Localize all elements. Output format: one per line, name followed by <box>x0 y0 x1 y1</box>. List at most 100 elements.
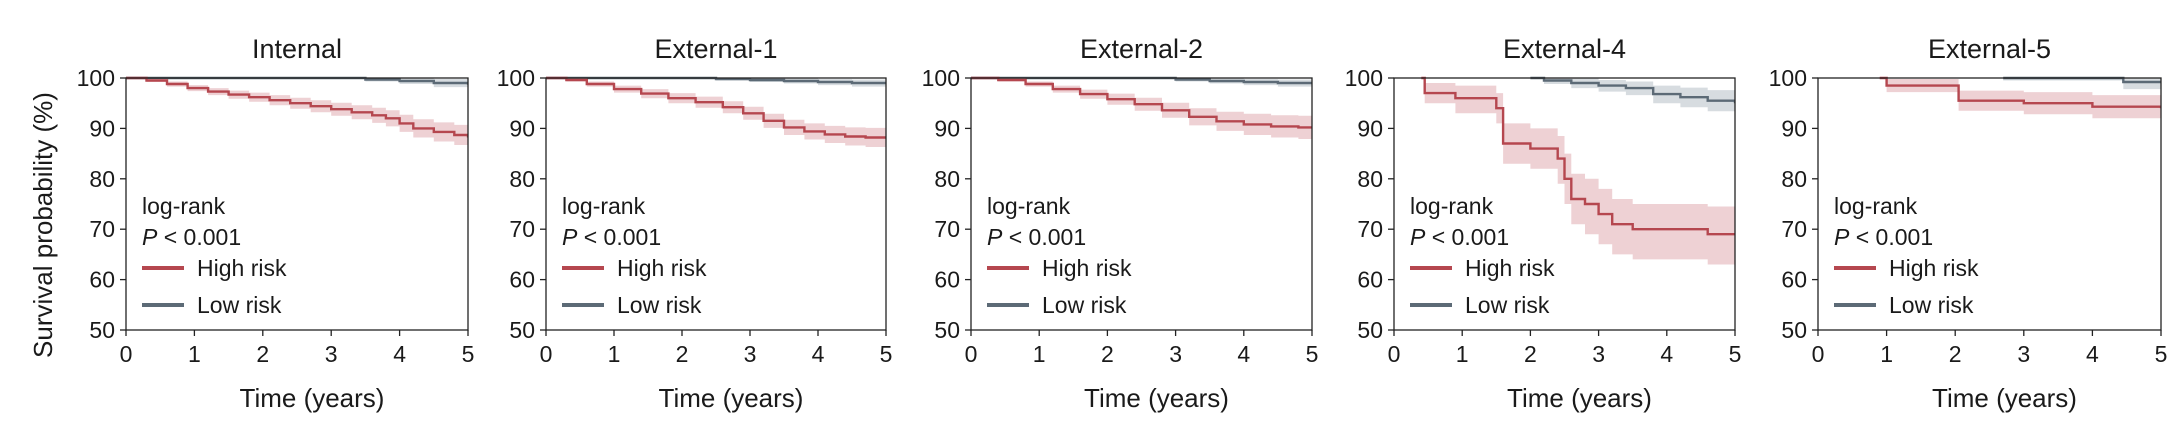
y-tick-label: 50 <box>1357 317 1383 343</box>
x-tick-label: 4 <box>393 341 406 367</box>
x-axis-label: Time (years) <box>240 383 385 413</box>
y-tick-label: 60 <box>934 267 960 293</box>
x-tick-label: 1 <box>608 341 621 367</box>
y-tick-label: 90 <box>1357 115 1383 141</box>
legend: High risk Low risk <box>562 255 707 318</box>
x-tick-label: 0 <box>965 341 978 367</box>
y-tick-label: 70 <box>934 216 960 242</box>
high-risk-survival-line <box>971 76 1312 129</box>
legend-label-high-risk: High risk <box>1465 255 1555 281</box>
p-value: < 0.001 <box>157 224 241 250</box>
x-axis-label: Time (years) <box>1507 383 1652 413</box>
low-risk-ci-band <box>126 78 468 90</box>
y-tick-label: 60 <box>1357 267 1383 293</box>
logrank-label: log-rank <box>1834 193 1918 219</box>
y-tick-label: 100 <box>77 65 115 91</box>
panel-title: External-5 <box>1928 34 2051 64</box>
plot-area <box>126 76 468 149</box>
legend-label-low-risk: Low risk <box>1042 292 1127 318</box>
plot-area <box>1879 76 2161 121</box>
y-tick-label: 90 <box>1781 115 1807 141</box>
logrank-label: log-rank <box>562 193 646 219</box>
high-risk-ci-band <box>126 78 468 149</box>
legend-label-low-risk: Low risk <box>1889 292 1974 318</box>
legend-label-low-risk: Low risk <box>617 292 702 318</box>
y-tick-label: 50 <box>1781 317 1807 343</box>
legend-label-high-risk: High risk <box>617 255 707 281</box>
legend-label-low-risk: Low risk <box>1465 292 1550 318</box>
logrank-label: log-rank <box>1410 193 1494 219</box>
p-value: < 0.001 <box>577 224 661 250</box>
x-tick-label: 3 <box>2017 341 2030 367</box>
x-axis-label: Time (years) <box>659 383 804 413</box>
high-risk-survival-line <box>1879 76 2161 109</box>
y-tick-label: 90 <box>934 115 960 141</box>
logrank-label: log-rank <box>142 193 226 219</box>
y-tick-label: 60 <box>1781 267 1807 293</box>
x-tick-label: 0 <box>1812 341 1825 367</box>
x-tick-label: 2 <box>1949 341 1962 367</box>
x-tick-label: 5 <box>1729 341 1742 367</box>
x-tick-label: 4 <box>1237 341 1250 367</box>
y-tick-label: 80 <box>1781 166 1807 192</box>
y-tick-label: 80 <box>1357 166 1383 192</box>
y-tick-label: 70 <box>509 216 535 242</box>
panel-title: External-4 <box>1503 34 1626 64</box>
legend: High risk Low risk <box>1834 255 1979 318</box>
legend: High risk Low risk <box>142 255 287 318</box>
x-tick-label: 0 <box>540 341 553 367</box>
high-risk-survival-line <box>546 76 886 139</box>
x-tick-label: 1 <box>188 341 201 367</box>
p-value-label: P < 0.001 <box>1834 224 1933 250</box>
legend-label-low-risk: Low risk <box>197 292 282 318</box>
x-tick-label: 1 <box>1456 341 1469 367</box>
x-tick-label: 3 <box>1169 341 1182 367</box>
x-tick-label: 3 <box>744 341 757 367</box>
y-tick-label: 100 <box>1769 65 1807 91</box>
y-tick-label: 80 <box>509 166 535 192</box>
x-tick-label: 3 <box>325 341 338 367</box>
p-symbol: P <box>562 224 578 250</box>
x-tick-label: 0 <box>1388 341 1401 367</box>
legend: High risk Low risk <box>987 255 1132 318</box>
panel-title: External-1 <box>654 34 777 64</box>
axes-frame <box>545 77 887 331</box>
p-value-label: P < 0.001 <box>142 224 241 250</box>
y-tick-label: 50 <box>509 317 535 343</box>
legend: High risk Low risk <box>1410 255 1555 318</box>
p-symbol: P <box>1834 224 1850 250</box>
p-value-label: P < 0.001 <box>1410 224 1509 250</box>
y-tick-label: 70 <box>89 216 115 242</box>
plot-area <box>971 76 1312 139</box>
p-value: < 0.001 <box>1002 224 1086 250</box>
x-tick-label: 1 <box>1880 341 1893 367</box>
panel-4: External-4 50 60 70 80 90 100 0 1 2 3 4 5 Time (years… <box>1345 34 1742 413</box>
legend-label-high-risk: High risk <box>1042 255 1132 281</box>
y-tick-label: 80 <box>89 166 115 192</box>
p-symbol: P <box>1410 224 1426 250</box>
high-risk-ci-band <box>971 78 1312 139</box>
y-tick-label: 70 <box>1357 216 1383 242</box>
x-tick-label: 4 <box>812 341 825 367</box>
y-tick-label: 80 <box>934 166 960 192</box>
high-risk-survival-line <box>126 76 468 138</box>
x-tick-label: 2 <box>676 341 689 367</box>
low-risk-ci-band <box>2003 78 2161 90</box>
p-value-label: P < 0.001 <box>562 224 661 250</box>
x-tick-label: 0 <box>120 341 133 367</box>
y-tick-label: 60 <box>89 267 115 293</box>
low-risk-ci-band <box>1530 78 1735 115</box>
x-tick-label: 5 <box>462 341 475 367</box>
high-risk-ci-band <box>546 78 886 149</box>
x-axis-label: Time (years) <box>1932 383 2077 413</box>
axes-frame <box>970 77 1313 331</box>
y-tick-label: 100 <box>922 65 960 91</box>
x-tick-label: 2 <box>256 341 269 367</box>
panel-title: Internal <box>252 34 342 64</box>
panel-5: External-5 50 60 70 80 90 100 0 1 2 3 4 5 Time (years… <box>1769 34 2167 413</box>
x-tick-label: 2 <box>1101 341 1114 367</box>
y-tick-label: 60 <box>509 267 535 293</box>
y-tick-label: 50 <box>934 317 960 343</box>
y-tick-label: 100 <box>1345 65 1383 91</box>
